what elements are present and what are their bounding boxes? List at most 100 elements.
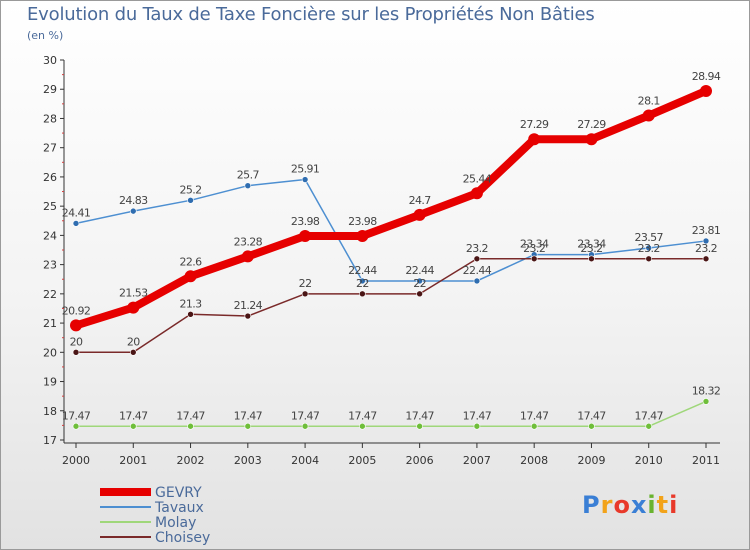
data-label-gevry: 21.53 <box>119 287 148 300</box>
data-point-gevry <box>642 109 655 122</box>
data-point-choisey <box>530 255 538 263</box>
logo-letter: P <box>582 491 601 519</box>
data-label-choisey: 20 <box>127 335 140 348</box>
y-tick-label: 19 <box>43 376 57 389</box>
y-tick-label: 29 <box>43 83 57 96</box>
data-label-tavaux: 23.57 <box>634 231 663 244</box>
data-label-molay: 17.47 <box>176 409 205 422</box>
data-point-choisey <box>187 311 194 318</box>
data-label-tavaux: 24.83 <box>119 194 148 207</box>
data-point-tavaux <box>129 207 137 215</box>
x-tick-label: 2008 <box>520 454 548 467</box>
y-tick-label: 17 <box>43 434 57 447</box>
data-label-gevry: 22.6 <box>179 255 202 268</box>
data-point-molay <box>588 422 595 430</box>
data-label-molay: 17.47 <box>119 409 148 422</box>
data-label-choisey: 23.2 <box>638 242 660 255</box>
chart-axes: 17 18 19 20 21 22 23 24 25 26 27 28 29 30 2000 2001 2002… <box>43 54 720 467</box>
data-label-choisey: 22 <box>356 277 369 290</box>
data-label-molay: 17.47 <box>405 409 434 422</box>
plot-area: 24.41 24.83 25.2 25.7 25.91 22.44 22.44 22.44 23… <box>62 70 721 430</box>
data-label-molay: 17.47 <box>348 409 377 422</box>
data-label-molay: 17.47 <box>234 409 263 422</box>
data-label-choisey: 20 <box>70 335 83 348</box>
data-label-gevry: 27.29 <box>577 118 606 131</box>
data-point-gevry <box>70 319 82 332</box>
series-line-gevry <box>72 86 710 330</box>
data-point-choisey <box>416 290 423 298</box>
data-point-choisey <box>473 255 481 263</box>
data-point-choisey <box>702 255 710 263</box>
data-point-molay <box>473 422 481 430</box>
data-label-choisey: 23.2 <box>580 242 602 255</box>
data-point-molay <box>301 422 309 430</box>
data-label-tavaux: 25.7 <box>237 169 260 182</box>
x-tick-label: 2010 <box>635 454 663 467</box>
data-label-choisey: 23.2 <box>523 242 545 255</box>
logo-letter: i <box>647 491 657 519</box>
data-point-tavaux <box>301 176 309 183</box>
data-point-gevry <box>241 250 254 263</box>
x-tick-label: 2001 <box>119 454 147 467</box>
data-label-molay: 18.32 <box>692 384 721 397</box>
data-label-choisey: 22 <box>299 277 312 290</box>
series-line-tavaux <box>75 178 707 282</box>
data-point-molay <box>416 422 423 430</box>
data-label-tavaux: 22.44 <box>463 264 492 277</box>
data-label-molay: 17.47 <box>62 409 91 422</box>
data-label-gevry: 28.94 <box>692 70 721 83</box>
data-point-choisey <box>129 349 137 356</box>
legend-label-molay: Molay <box>155 515 196 531</box>
data-label-choisey: 23.2 <box>695 242 717 255</box>
x-tick-label: 2004 <box>291 454 319 467</box>
data-label-molay: 17.47 <box>463 409 492 422</box>
data-label-choisey: 21.3 <box>179 297 202 310</box>
data-label-molay: 17.47 <box>291 409 320 422</box>
data-point-tavaux <box>645 244 653 252</box>
data-point-choisey <box>645 255 653 263</box>
data-label-gevry: 23.98 <box>291 215 320 228</box>
data-label-choisey: 23.2 <box>466 242 488 255</box>
data-label-gevry: 20.92 <box>62 304 91 317</box>
y-tick-label: 27 <box>43 142 57 155</box>
data-point-tavaux <box>359 277 366 285</box>
data-point-molay <box>359 422 366 430</box>
y-tick-label: 25 <box>43 200 57 213</box>
data-label-gevry: 23.28 <box>234 235 263 248</box>
data-point-choisey <box>301 290 309 298</box>
data-point-choisey <box>72 349 80 356</box>
y-tick-label: 28 <box>43 112 57 125</box>
data-point-gevry <box>184 270 197 283</box>
y-tick-label: 30 <box>43 54 57 67</box>
data-point-tavaux <box>416 277 423 285</box>
data-label-tavaux: 23.34 <box>577 238 606 251</box>
series-line-choisey <box>75 258 707 354</box>
x-tick-label: 2005 <box>348 454 376 467</box>
data-point-gevry <box>528 133 541 146</box>
data-point-tavaux <box>244 182 252 189</box>
data-label-choisey: 21.24 <box>234 299 263 312</box>
proxiti-logo: Proxiti <box>582 491 678 519</box>
logo-letter: o <box>613 491 631 519</box>
data-point-gevry <box>299 229 312 242</box>
data-label-tavaux: 22.44 <box>405 264 434 277</box>
logo-letter: x <box>630 491 648 519</box>
data-point-molay <box>530 422 538 430</box>
data-label-gevry: 27.29 <box>520 118 549 131</box>
y-tick-label: 18 <box>43 405 57 418</box>
y-tick-label: 21 <box>43 317 57 330</box>
legend-label-gevry: GEVRY <box>155 485 202 501</box>
data-point-molay <box>187 422 194 430</box>
data-label-tavaux: 25.91 <box>291 163 320 176</box>
series-line-molay <box>75 400 707 428</box>
data-point-gevry <box>470 187 483 200</box>
x-tick-label: 2002 <box>177 454 205 467</box>
data-label-molay: 17.47 <box>634 409 663 422</box>
data-point-choisey <box>588 255 595 263</box>
data-point-gevry <box>356 229 369 242</box>
x-tick-label: 2003 <box>234 454 262 467</box>
x-tick-label: 2000 <box>62 454 90 467</box>
data-point-molay <box>72 422 80 430</box>
